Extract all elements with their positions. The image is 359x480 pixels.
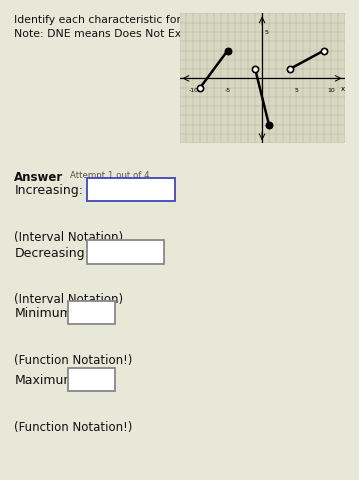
Text: (Function Notation!): (Function Notation!) [14, 420, 133, 433]
Text: 5: 5 [265, 30, 269, 36]
Text: Minimum:: Minimum: [14, 306, 76, 319]
Text: (Interval Notation): (Interval Notation) [14, 230, 123, 243]
Text: Answer: Answer [14, 170, 64, 183]
Text: 10: 10 [327, 87, 335, 93]
Text: Note: DNE means Does Not Exist: Note: DNE means Does Not Exist [14, 29, 194, 39]
Text: (Function Notation!): (Function Notation!) [14, 353, 133, 366]
FancyBboxPatch shape [68, 301, 115, 324]
Text: -10: -10 [188, 87, 198, 93]
Text: Maximum:: Maximum: [14, 373, 80, 386]
Text: x: x [341, 86, 345, 92]
Text: -5: -5 [225, 87, 231, 93]
Text: Decreasing:: Decreasing: [14, 246, 89, 259]
FancyBboxPatch shape [87, 179, 175, 202]
FancyBboxPatch shape [68, 368, 115, 391]
Text: Identify each characteristic for the graph: Identify each characteristic for the gra… [14, 15, 238, 25]
Text: 5: 5 [294, 87, 298, 93]
Text: (Interval Notation): (Interval Notation) [14, 293, 123, 306]
FancyBboxPatch shape [87, 241, 164, 264]
Text: Increasing:: Increasing: [14, 183, 83, 197]
Text: -5: -5 [265, 123, 271, 128]
Text: Attempt 1 out of 4: Attempt 1 out of 4 [70, 170, 150, 180]
